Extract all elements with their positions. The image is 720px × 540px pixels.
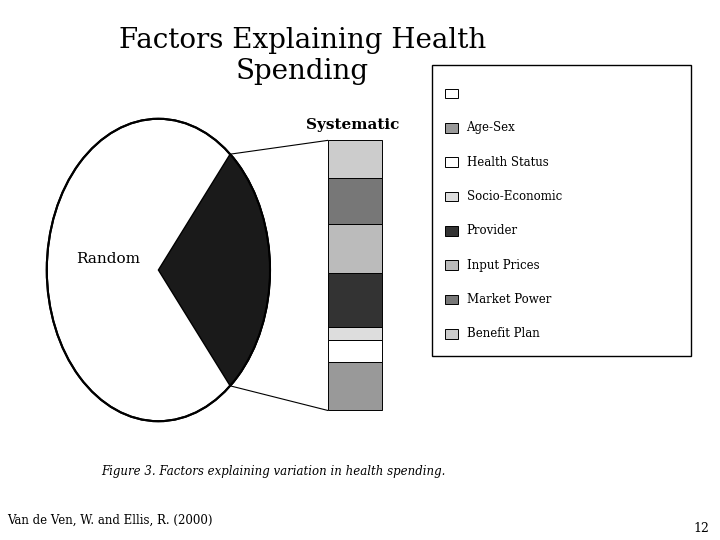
Bar — [445, 192, 458, 201]
Bar — [445, 89, 458, 98]
Bar — [432, 65, 691, 356]
Bar — [445, 295, 458, 305]
Bar — [328, 340, 382, 362]
Bar — [328, 273, 382, 327]
Text: Provider: Provider — [467, 224, 518, 238]
Text: Market Power: Market Power — [467, 293, 551, 306]
Text: Benefit Plan: Benefit Plan — [467, 327, 539, 340]
Text: Socio-Economic: Socio-Economic — [467, 190, 562, 203]
Text: 12: 12 — [693, 522, 709, 535]
Bar — [328, 224, 382, 273]
Text: Systematic: Systematic — [306, 118, 400, 132]
Text: Factors Explaining Health
Spending: Factors Explaining Health Spending — [119, 27, 486, 85]
Text: Random: Random — [76, 252, 140, 266]
Text: Van de Ven, W. and Ellis, R. (2000): Van de Ven, W. and Ellis, R. (2000) — [7, 514, 212, 526]
Text: Age-Sex: Age-Sex — [467, 122, 516, 134]
Bar — [328, 140, 382, 178]
Polygon shape — [158, 154, 270, 386]
Bar — [328, 362, 382, 410]
Text: Figure 3. Factors explaining variation in health spending.: Figure 3. Factors explaining variation i… — [102, 465, 446, 478]
Bar — [328, 327, 382, 340]
Bar — [445, 226, 458, 235]
Bar — [445, 329, 458, 339]
Bar — [445, 157, 458, 167]
Ellipse shape — [47, 119, 270, 421]
Bar — [445, 123, 458, 133]
Bar — [445, 260, 458, 270]
Text: Health Status: Health Status — [467, 156, 549, 168]
Text: Input Prices: Input Prices — [467, 259, 539, 272]
Bar — [328, 178, 382, 224]
